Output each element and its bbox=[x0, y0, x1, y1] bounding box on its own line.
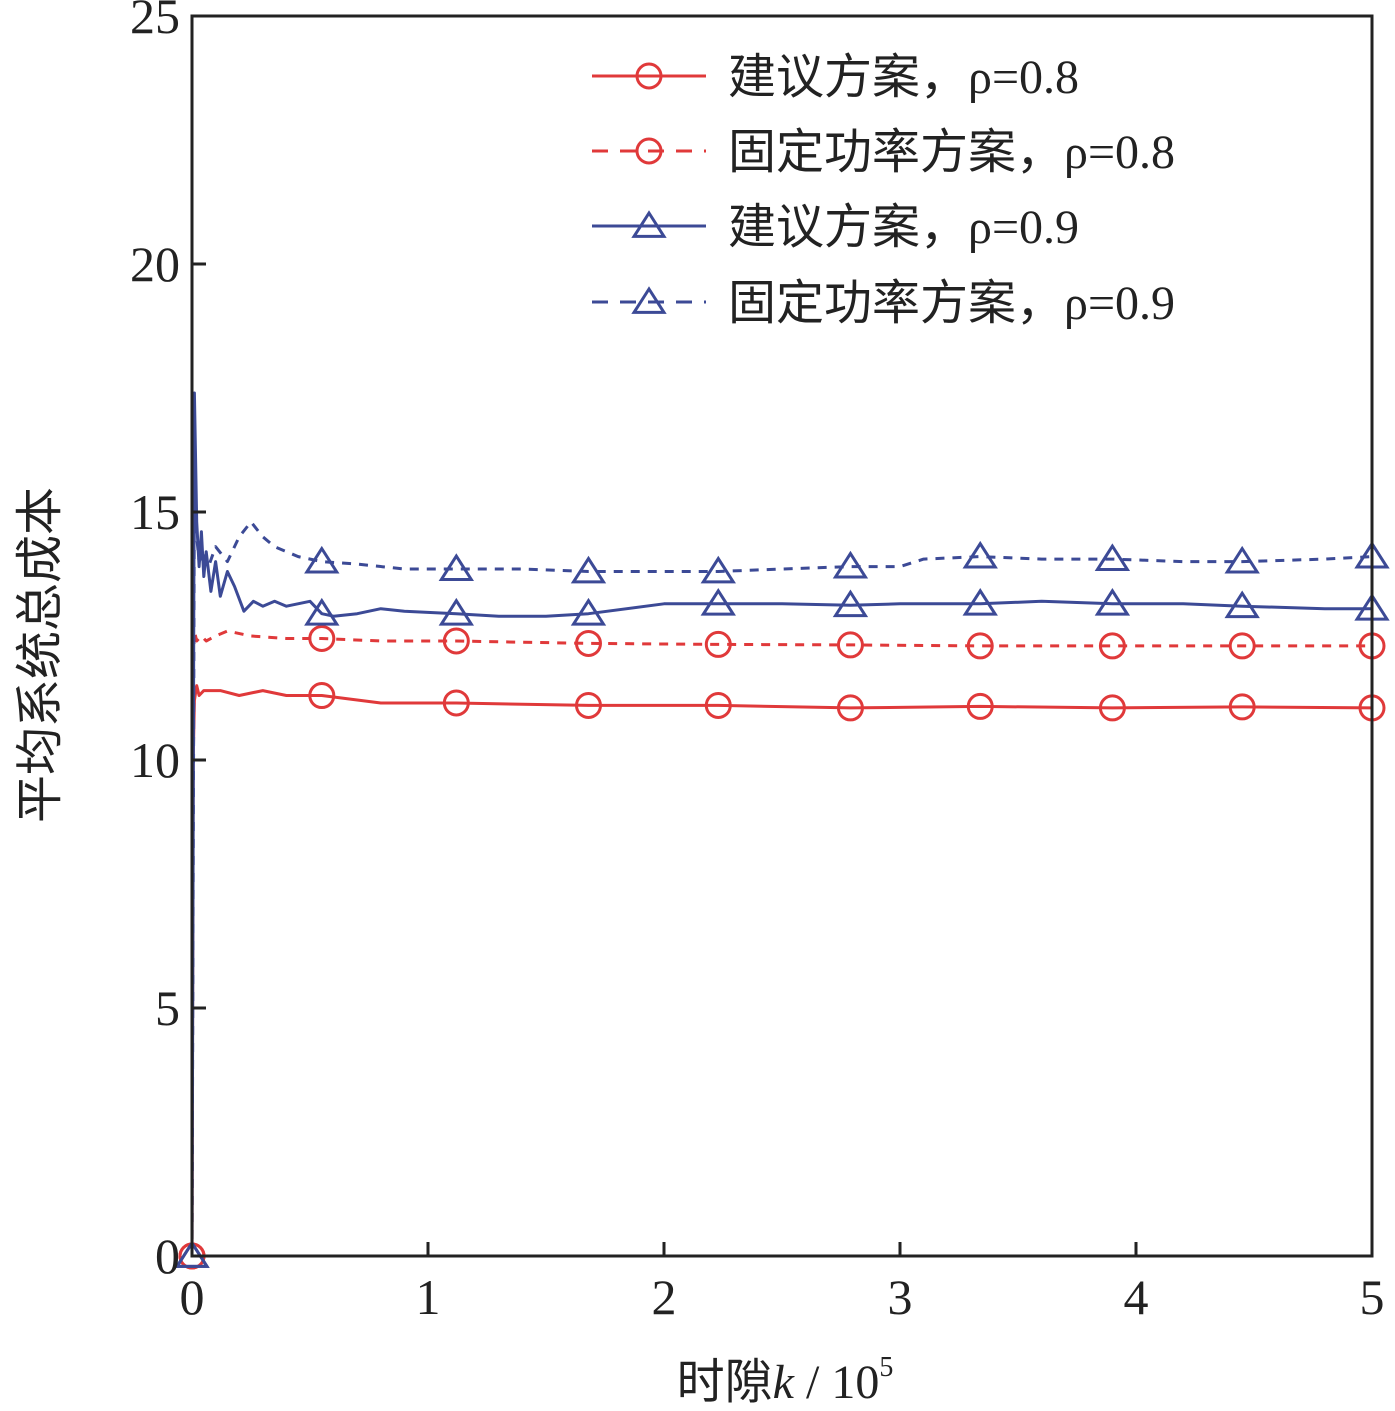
x-tick-label: 4 bbox=[1124, 1269, 1149, 1325]
data-point bbox=[574, 691, 602, 719]
legend-label: 建议方案，ρ=0.8 bbox=[728, 51, 1079, 104]
series-layer bbox=[174, 391, 1390, 1270]
x-axis-title-var: k bbox=[773, 1356, 796, 1409]
x-axis-title-unit: / 10 bbox=[794, 1356, 879, 1409]
legend-marker bbox=[635, 137, 663, 165]
series-line bbox=[190, 391, 1372, 1257]
y-tick-label: 5 bbox=[155, 980, 180, 1036]
legend-label: 建议方案，ρ=0.9 bbox=[728, 201, 1079, 254]
legend-marker bbox=[635, 62, 663, 90]
data-point bbox=[304, 597, 340, 626]
legend-marker bbox=[631, 286, 667, 314]
data-point bbox=[836, 694, 864, 722]
axis-tick-labels: 0 1 2 3 4 5 0 5 10 15 20 25 bbox=[130, 0, 1385, 1325]
data-point bbox=[832, 550, 869, 579]
y-tick-label: 20 bbox=[130, 236, 180, 292]
y-axis-title: 平均系统总成本 bbox=[14, 487, 67, 823]
series-3 bbox=[174, 391, 1390, 1268]
x-axis-title-exp: 5 bbox=[879, 1352, 893, 1383]
legend: 建议方案，ρ=0.8 固定功率方案，ρ=0.8 建议方案，ρ=0.9 固定功率方案，ρ… bbox=[592, 51, 1175, 330]
y-tick-label: 15 bbox=[130, 484, 180, 540]
data-point bbox=[1224, 545, 1260, 574]
legend-label: 固定功率方案，ρ=0.8 bbox=[728, 126, 1175, 179]
data-point bbox=[442, 689, 470, 717]
legend-label: 固定功率方案，ρ=0.9 bbox=[728, 277, 1175, 330]
data-point bbox=[304, 545, 340, 574]
series-4 bbox=[174, 480, 1390, 1268]
series-2 bbox=[178, 624, 1386, 1270]
data-point bbox=[1098, 632, 1126, 660]
data-point bbox=[1098, 694, 1126, 722]
legend-entry: 固定功率方案，ρ=0.9 bbox=[592, 277, 1175, 330]
data-point bbox=[832, 589, 869, 618]
data-point bbox=[836, 631, 864, 659]
legend-entry: 建议方案，ρ=0.9 bbox=[592, 201, 1079, 254]
data-point bbox=[1094, 543, 1131, 572]
x-axis-title-main: 时隙 bbox=[677, 1356, 773, 1409]
data-point bbox=[438, 553, 475, 581]
x-tick-label: 2 bbox=[652, 1269, 677, 1325]
data-point bbox=[700, 555, 736, 584]
data-point bbox=[704, 691, 732, 719]
data-point bbox=[438, 597, 475, 626]
x-tick-label: 0 bbox=[180, 1269, 205, 1325]
series-line bbox=[190, 684, 1373, 1257]
data-point bbox=[1228, 693, 1256, 721]
series-1 bbox=[178, 682, 1386, 1270]
data-point bbox=[1224, 590, 1260, 619]
y-tick-label: 10 bbox=[130, 732, 180, 788]
data-point bbox=[966, 632, 994, 660]
data-point bbox=[962, 587, 998, 616]
data-point bbox=[966, 692, 994, 720]
legend-entry: 建议方案，ρ=0.8 bbox=[592, 51, 1079, 104]
data-point bbox=[962, 540, 998, 569]
axis-ticks bbox=[190, 14, 1374, 1258]
data-point bbox=[570, 555, 607, 584]
series-line bbox=[190, 480, 1373, 1257]
x-tick-label: 3 bbox=[888, 1269, 913, 1325]
data-point bbox=[704, 630, 732, 658]
data-point bbox=[1228, 632, 1256, 660]
data-point bbox=[700, 587, 736, 616]
data-point bbox=[574, 629, 602, 657]
legend-marker bbox=[631, 210, 667, 238]
y-tick-label: 0 bbox=[155, 1228, 180, 1284]
y-tick-label: 25 bbox=[130, 0, 180, 44]
data-point bbox=[570, 597, 607, 626]
x-tick-label: 1 bbox=[416, 1269, 441, 1325]
plot-frame bbox=[190, 14, 1374, 1258]
data-point bbox=[442, 627, 470, 655]
data-point bbox=[308, 624, 336, 652]
data-point bbox=[308, 682, 336, 710]
x-tick-label: 5 bbox=[1360, 1269, 1385, 1325]
x-axis-title: 时隙k / 105 bbox=[677, 1352, 894, 1409]
legend-entry: 固定功率方案，ρ=0.8 bbox=[592, 126, 1175, 179]
data-point bbox=[1094, 587, 1131, 616]
series-line bbox=[190, 629, 1372, 1257]
